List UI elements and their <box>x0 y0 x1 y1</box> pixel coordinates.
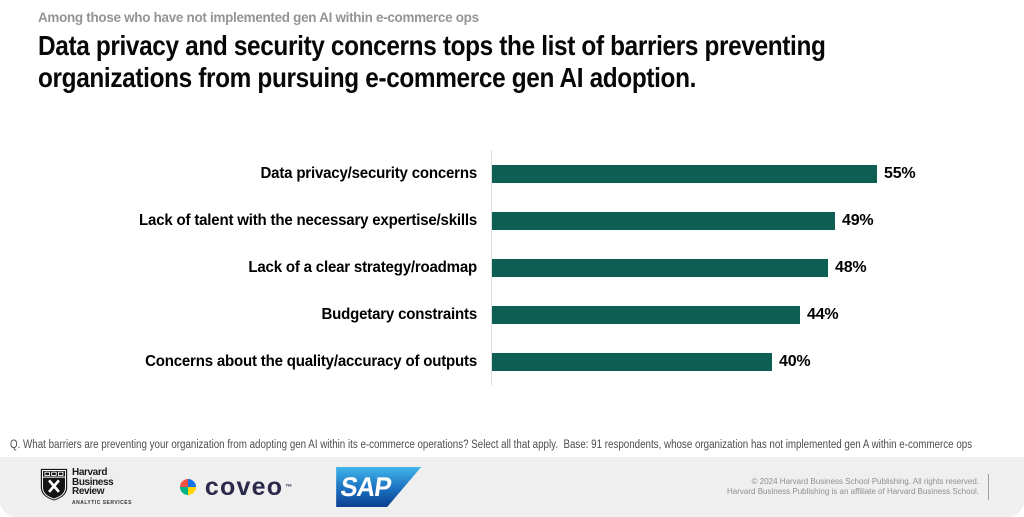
sap-wordmark: SAP <box>338 471 394 502</box>
coveo-trademark-symbol: ™ <box>285 483 293 491</box>
hbr-logo-text: Harvard Business Review ANALYTIC SERVICE… <box>72 466 132 506</box>
header: Among those who have not implemented gen… <box>38 9 943 94</box>
bar-label: Data privacy/security concerns <box>260 164 478 182</box>
bar <box>492 164 877 183</box>
hbr-shield-icon <box>40 468 68 506</box>
page-title-line-1: Data privacy and security concerns tops … <box>38 30 826 61</box>
page-title: Data privacy and security concerns tops … <box>38 30 943 94</box>
sap-logo: SAP <box>336 467 422 507</box>
copyright-line-1: © 2024 Harvard Business School Publishin… <box>751 477 979 486</box>
footnote: Q. What barriers are preventing your org… <box>10 439 973 451</box>
bar-row: Budgetary constraints 44% <box>0 291 1024 338</box>
bar-value: 49% <box>842 211 874 229</box>
coveo-pinwheel-icon <box>176 475 200 499</box>
bar-label: Budgetary constraints <box>321 305 477 323</box>
footer-logo-bar: Harvard Business Review ANALYTIC SERVICE… <box>0 457 1024 517</box>
bar-label: Concerns about the quality/accuracy of o… <box>145 352 477 370</box>
hbr-word-1: Harvard <box>72 466 108 478</box>
copyright-line-2: Harvard Business Publishing is an affili… <box>727 487 979 496</box>
bar <box>492 258 828 277</box>
chart-rows: Data privacy/security concerns 55% Lack … <box>0 150 1024 385</box>
bar-value: 44% <box>807 305 839 323</box>
bar-row: Data privacy/security concerns 55% <box>0 150 1024 197</box>
bar-label: Lack of talent with the necessary expert… <box>139 211 477 229</box>
bar-row: Lack of a clear strategy/roadmap 48% <box>0 244 1024 291</box>
copyright-block: © 2024 Harvard Business School Publishin… <box>727 474 989 500</box>
bar-chart: Data privacy/security concerns 55% Lack … <box>0 150 1024 385</box>
footer-divider <box>988 474 989 500</box>
page-title-line-2: organizations from pursuing e-commerce g… <box>38 62 697 93</box>
bar-value: 48% <box>835 258 867 276</box>
bar-row: Lack of talent with the necessary expert… <box>0 197 1024 244</box>
copyright-text: © 2024 Harvard Business School Publishin… <box>727 477 979 497</box>
header-eyebrow: Among those who have not implemented gen… <box>38 9 479 25</box>
coveo-logo: coveo ™ <box>176 472 293 502</box>
chart-axis-line <box>491 150 492 385</box>
bar <box>492 305 800 324</box>
hbr-word-3: Review <box>72 485 105 497</box>
hbr-word-2: Business <box>72 475 114 488</box>
bar-value: 55% <box>884 164 916 182</box>
hbr-analytic-services-label: ANALYTIC SERVICES <box>72 499 132 506</box>
bar-label: Lack of a clear strategy/roadmap <box>248 258 477 276</box>
bar-row: Concerns about the quality/accuracy of o… <box>0 338 1024 385</box>
bar <box>492 211 835 230</box>
bar <box>492 352 772 371</box>
bar-value: 40% <box>779 352 811 370</box>
coveo-wordmark: coveo <box>204 472 284 501</box>
harvard-business-review-logo: Harvard Business Review ANALYTIC SERVICE… <box>40 466 132 506</box>
